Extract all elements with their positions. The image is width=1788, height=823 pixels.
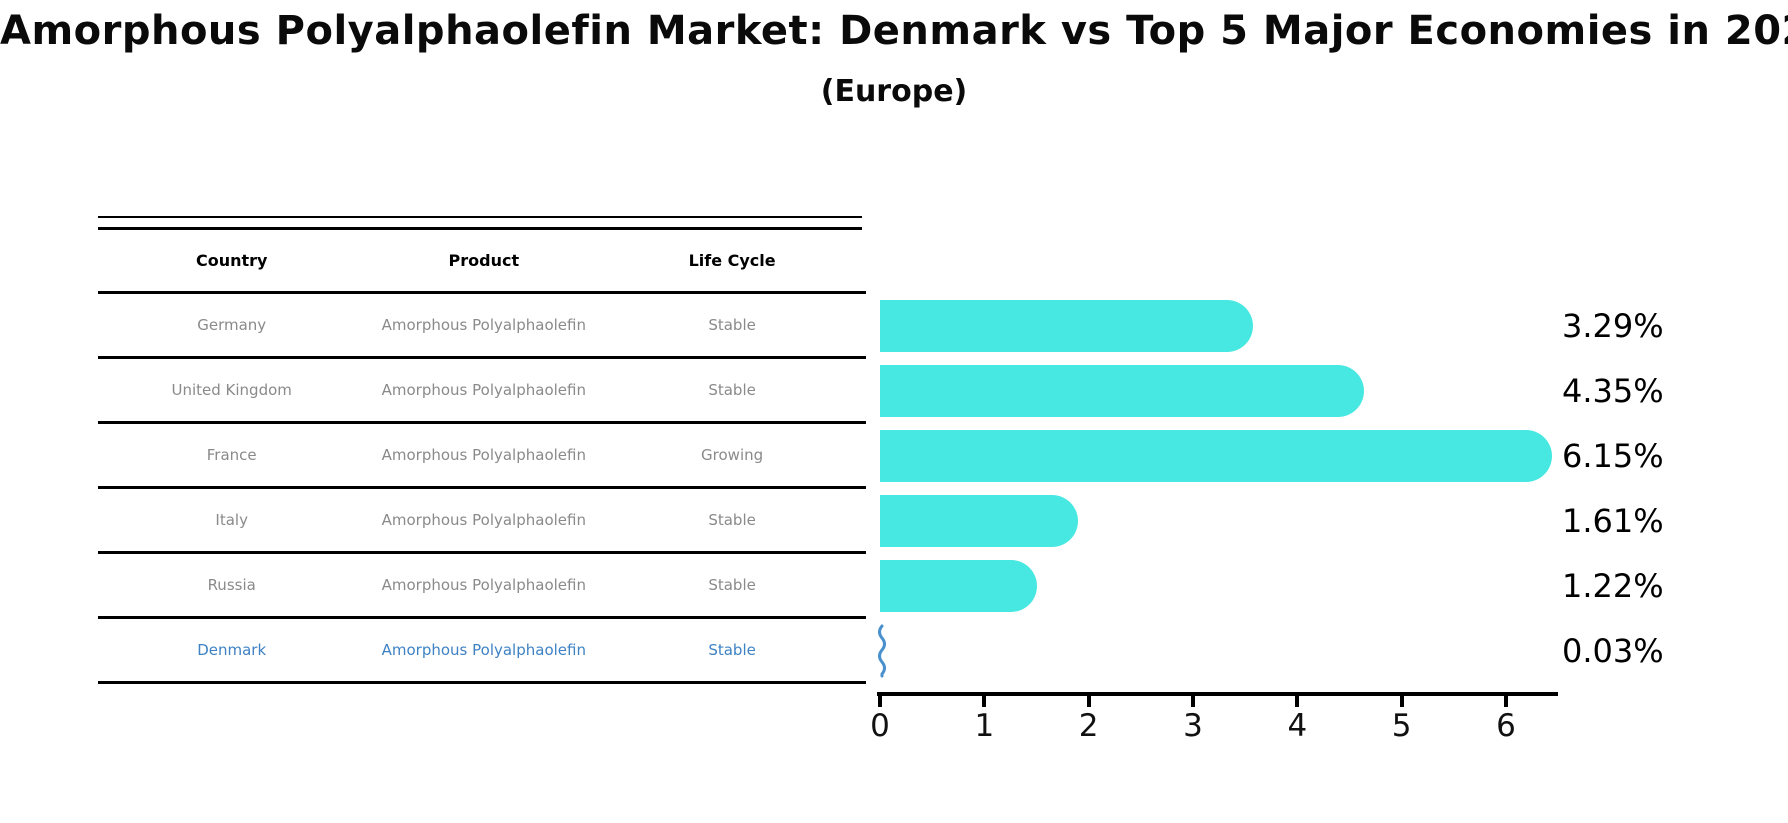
- table-cell-country: France: [206, 446, 257, 464]
- table-cell-product: Amorphous Polyalphaolefin: [381, 381, 586, 399]
- table-row: Germany Amorphous Polyalphaolefin Stable: [98, 294, 862, 359]
- table-cell-product: Amorphous Polyalphaolefin: [381, 641, 586, 659]
- comparison-table: Country Product Life Cycle Germany Amorph…: [98, 216, 862, 684]
- bar-value-label: 4.35%: [1562, 372, 1664, 410]
- bar-value-label: 1.22%: [1562, 567, 1664, 605]
- table-cell-lifecycle: Stable: [708, 316, 756, 334]
- table-row: United Kingdom Amorphous Polyalphaolefin S…: [98, 359, 862, 424]
- table-body: Germany Amorphous Polyalphaolefin Stable Un…: [98, 294, 862, 684]
- bar: [880, 430, 1552, 482]
- x-axis-line: [877, 692, 1558, 696]
- x-axis-tick: [1086, 696, 1091, 707]
- table-cell-country: Russia: [207, 576, 256, 594]
- x-axis-tick: [878, 696, 882, 707]
- table-cell-lifecycle: Stable: [708, 511, 756, 529]
- table-top-line: [98, 216, 862, 218]
- table-cell-lifecycle: Growing: [701, 446, 764, 464]
- table-header-row: Country Product Life Cycle: [98, 227, 862, 294]
- table-row: Russia Amorphous Polyalphaolefin Stable: [98, 554, 862, 619]
- x-axis-tick-label: 0: [870, 708, 890, 744]
- bar: [880, 495, 1078, 547]
- table-row: France Amorphous Polyalphaolefin Growing: [98, 424, 862, 489]
- table-row: Italy Amorphous Polyalphaolefin Stable: [98, 489, 862, 554]
- y-axis-tick: [852, 486, 866, 489]
- highlight-bar-squiggle: [878, 624, 886, 678]
- x-axis-tick: [982, 696, 987, 707]
- table-cell-country: Denmark: [197, 641, 267, 659]
- table-cell-product: Amorphous Polyalphaolefin: [381, 446, 586, 464]
- x-axis-tick-label: 5: [1391, 708, 1412, 744]
- table-cell-product: Amorphous Polyalphaolefin: [381, 316, 586, 334]
- y-axis-tick: [852, 551, 866, 554]
- table-cell-lifecycle: Stable: [708, 381, 756, 399]
- x-axis-tick: [1190, 696, 1195, 707]
- x-axis-tick-label: 2: [1078, 708, 1099, 744]
- chart-subtitle: (Europe): [820, 74, 968, 109]
- bar-value-label: 0.03%: [1562, 632, 1664, 670]
- table-header-lifecycle: Life Cycle: [688, 251, 776, 270]
- bar: [880, 365, 1364, 417]
- table-cell-product: Amorphous Polyalphaolefin: [381, 511, 586, 529]
- bar-value-label: 3.29%: [1562, 307, 1664, 345]
- table-cell-country: Italy: [215, 511, 248, 529]
- table-header-country: Country: [195, 251, 268, 270]
- chart-title: Amorphous Polyalphaolefin Market: Denmar…: [0, 8, 1788, 54]
- y-axis-tick: [852, 681, 866, 684]
- x-axis-tick: [1503, 696, 1508, 707]
- table-cell-country: Germany: [197, 316, 267, 334]
- y-axis-tick: [852, 356, 866, 359]
- bar-value-label: 6.15%: [1562, 437, 1664, 475]
- x-axis-tick: [1399, 696, 1404, 707]
- bar: [880, 300, 1254, 352]
- x-axis-tick-label: 3: [1183, 708, 1203, 744]
- table-row: Denmark Amorphous Polyalphaolefin Stable: [98, 619, 862, 684]
- y-axis-tick: [852, 616, 866, 619]
- y-axis-tick: [852, 421, 866, 424]
- x-axis-tick: [1295, 696, 1300, 707]
- x-axis-tick-label: 1: [974, 708, 995, 744]
- table-cell-lifecycle: Stable: [708, 641, 756, 659]
- y-axis-tick: [852, 291, 866, 294]
- bar: [880, 560, 1038, 612]
- table-cell-country: United Kingdom: [171, 381, 292, 399]
- x-axis-tick-label: 6: [1496, 708, 1516, 744]
- table-cell-product: Amorphous Polyalphaolefin: [381, 576, 586, 594]
- table-header-product: Product: [448, 251, 520, 270]
- table-cell-lifecycle: Stable: [708, 576, 756, 594]
- x-axis-tick-label: 4: [1287, 708, 1308, 744]
- bar-value-label: 1.61%: [1562, 502, 1664, 540]
